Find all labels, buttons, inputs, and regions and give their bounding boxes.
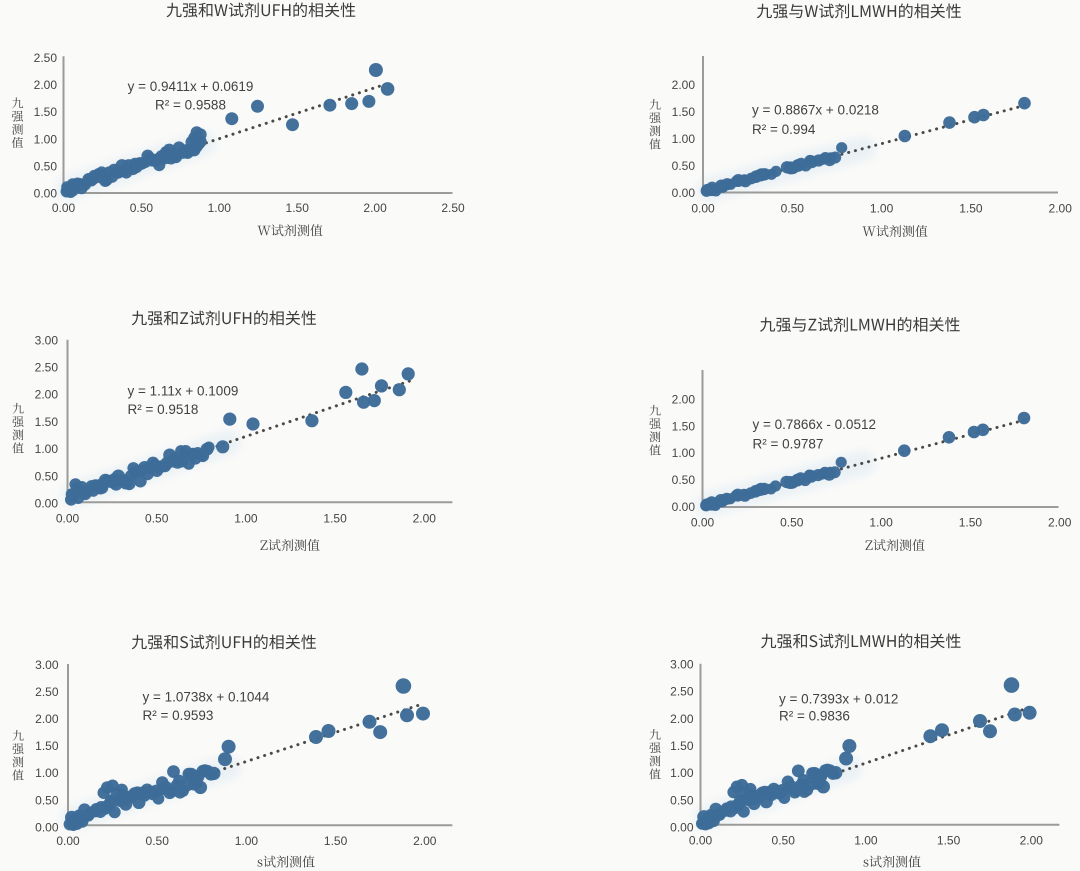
- svg-text:1.00: 1.00: [34, 132, 58, 146]
- svg-text:0.00: 0.00: [670, 820, 694, 834]
- svg-text:2.00: 2.00: [363, 201, 387, 215]
- svg-text:1.50: 1.50: [34, 105, 58, 119]
- svg-text:1.50: 1.50: [35, 415, 59, 429]
- svg-text:1.50: 1.50: [35, 739, 59, 753]
- svg-text:0.50: 0.50: [781, 202, 805, 216]
- svg-text:0.00: 0.00: [689, 834, 713, 848]
- svg-text:2.00: 2.00: [413, 511, 437, 525]
- svg-text:2.00: 2.00: [670, 712, 694, 726]
- svg-text:3.00: 3.00: [35, 333, 59, 347]
- svg-text:0.00: 0.00: [672, 500, 696, 514]
- svg-text:2.00: 2.00: [35, 388, 59, 402]
- svg-text:R² = 0.9518: R² = 0.9518: [128, 402, 199, 417]
- svg-text:2.00: 2.00: [672, 393, 696, 407]
- svg-text:0.50: 0.50: [146, 834, 170, 848]
- svg-text:1.00: 1.00: [35, 442, 59, 456]
- svg-text:0.50: 0.50: [772, 834, 796, 848]
- svg-text:0.00: 0.00: [35, 820, 59, 834]
- svg-text:0.50: 0.50: [780, 516, 804, 530]
- svg-text:R² = 0.9787: R² = 0.9787: [753, 436, 824, 451]
- svg-text:0.00: 0.00: [34, 187, 58, 201]
- svg-text:1.00: 1.00: [234, 511, 258, 525]
- svg-text:R² = 0.9836: R² = 0.9836: [779, 708, 850, 723]
- svg-text:2.50: 2.50: [35, 361, 59, 375]
- svg-text:y = 0.9411x + 0.0619: y = 0.9411x + 0.0619: [128, 79, 254, 94]
- svg-text:0.00: 0.00: [56, 511, 80, 525]
- svg-text:y = 0.8867x + 0.0218: y = 0.8867x + 0.0218: [752, 102, 879, 117]
- svg-text:1.00: 1.00: [854, 834, 878, 848]
- svg-text:1.00: 1.00: [35, 766, 59, 780]
- svg-text:2.00: 2.00: [34, 78, 58, 92]
- svg-text:y = 0.7866x - 0.0512: y = 0.7866x - 0.0512: [753, 417, 876, 432]
- svg-text:0.50: 0.50: [35, 793, 59, 807]
- svg-text:0.00: 0.00: [56, 834, 80, 848]
- svg-text:1.00: 1.00: [670, 766, 694, 780]
- svg-text:R² = 0.9593: R² = 0.9593: [143, 708, 214, 723]
- svg-text:1.50: 1.50: [672, 419, 696, 433]
- svg-text:0.50: 0.50: [34, 159, 58, 173]
- svg-text:0.00: 0.00: [672, 186, 696, 200]
- svg-text:0.00: 0.00: [52, 201, 76, 215]
- svg-text:2.00: 2.00: [672, 78, 696, 92]
- svg-text:2.00: 2.00: [1048, 516, 1072, 530]
- svg-text:1.00: 1.00: [672, 446, 696, 460]
- svg-text:2.50: 2.50: [670, 685, 694, 699]
- svg-text:2.00: 2.00: [35, 712, 59, 726]
- svg-text:y = 1.11x + 0.1009: y = 1.11x + 0.1009: [128, 383, 239, 398]
- svg-text:0.50: 0.50: [35, 469, 59, 483]
- svg-text:1.50: 1.50: [937, 834, 961, 848]
- svg-text:0.00: 0.00: [691, 202, 715, 216]
- svg-text:2.00: 2.00: [1049, 202, 1073, 216]
- svg-text:1.50: 1.50: [670, 739, 694, 753]
- svg-text:1.00: 1.00: [870, 202, 894, 216]
- svg-text:0.50: 0.50: [670, 793, 694, 807]
- svg-text:2.50: 2.50: [35, 685, 59, 699]
- svg-text:0.00: 0.00: [35, 497, 59, 511]
- svg-text:1.50: 1.50: [286, 201, 310, 215]
- svg-text:0.50: 0.50: [130, 201, 154, 215]
- svg-text:2.50: 2.50: [441, 201, 465, 215]
- svg-text:2.00: 2.00: [413, 834, 437, 848]
- svg-text:y = 0.7393x + 0.012: y = 0.7393x + 0.012: [779, 691, 898, 706]
- svg-text:1.00: 1.00: [869, 516, 893, 530]
- svg-text:0.00: 0.00: [691, 516, 715, 530]
- svg-text:3.00: 3.00: [670, 658, 694, 672]
- svg-text:2.00: 2.00: [1020, 834, 1044, 848]
- svg-text:R² = 0.994: R² = 0.994: [752, 122, 816, 137]
- svg-text:3.00: 3.00: [35, 658, 59, 672]
- svg-text:y = 1.0738x + 0.1044: y = 1.0738x + 0.1044: [143, 689, 270, 704]
- svg-text:1.00: 1.00: [672, 132, 696, 146]
- svg-text:R² = 0.9588: R² = 0.9588: [155, 98, 226, 113]
- svg-text:0.50: 0.50: [672, 473, 696, 487]
- svg-text:1.50: 1.50: [672, 105, 696, 119]
- svg-text:2.50: 2.50: [34, 51, 58, 65]
- svg-text:1.50: 1.50: [323, 511, 347, 525]
- svg-text:1.00: 1.00: [208, 201, 232, 215]
- svg-text:0.50: 0.50: [672, 159, 696, 173]
- svg-text:1.50: 1.50: [959, 202, 983, 216]
- svg-text:1.50: 1.50: [324, 834, 348, 848]
- svg-text:1.00: 1.00: [235, 834, 259, 848]
- svg-text:0.50: 0.50: [145, 511, 169, 525]
- svg-text:1.50: 1.50: [959, 516, 983, 530]
